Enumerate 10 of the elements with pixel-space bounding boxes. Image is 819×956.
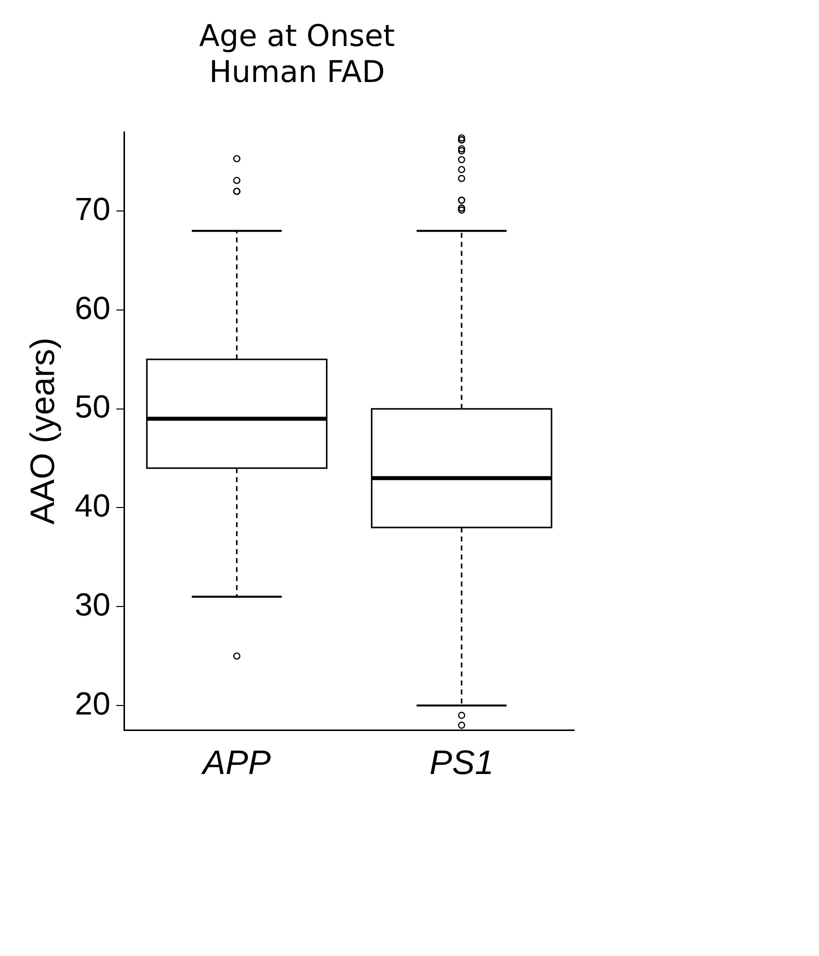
y-axis-title: AAO (years) (24, 338, 62, 525)
y-tick-label: 50 (74, 388, 110, 425)
y-tick-label: 30 (74, 586, 110, 622)
y-tick-label: 40 (74, 488, 110, 524)
y-tick-label: 70 (74, 190, 110, 227)
chart-title: Age at Onset Human FAD (199, 18, 396, 90)
x-tick-label: APP (200, 744, 272, 782)
y-tick-label: 20 (74, 685, 110, 722)
x-tick-label: PS1 (429, 744, 494, 782)
y-tick-label: 60 (74, 290, 110, 326)
